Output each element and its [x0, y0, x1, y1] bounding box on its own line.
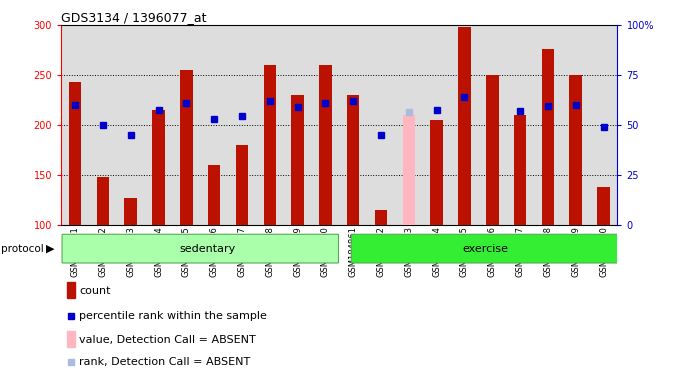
Bar — [478, 25, 506, 225]
Text: exercise: exercise — [462, 243, 509, 254]
Bar — [458, 27, 471, 225]
Text: GDS3134 / 1396077_at: GDS3134 / 1396077_at — [61, 11, 207, 24]
Bar — [367, 25, 395, 225]
Bar — [534, 25, 562, 225]
Bar — [173, 25, 200, 225]
Bar — [124, 198, 137, 225]
Bar — [403, 115, 415, 225]
Bar — [291, 95, 304, 225]
Bar — [590, 25, 617, 225]
Bar — [256, 25, 284, 225]
Bar — [97, 177, 109, 225]
Bar — [145, 25, 173, 225]
Bar — [339, 25, 367, 225]
Bar — [395, 25, 423, 225]
Bar — [311, 25, 339, 225]
Text: percentile rank within the sample: percentile rank within the sample — [79, 311, 267, 321]
Text: count: count — [79, 286, 110, 296]
Bar — [542, 49, 554, 225]
FancyBboxPatch shape — [352, 234, 618, 263]
Bar — [89, 25, 117, 225]
Bar — [264, 65, 276, 225]
Bar — [236, 145, 248, 225]
Text: value, Detection Call = ABSENT: value, Detection Call = ABSENT — [79, 334, 256, 344]
FancyBboxPatch shape — [62, 234, 339, 263]
Bar — [597, 187, 610, 225]
Bar — [506, 25, 534, 225]
Bar — [69, 82, 82, 225]
Bar — [152, 110, 165, 225]
Bar — [117, 25, 145, 225]
Bar — [430, 120, 443, 225]
Bar — [61, 25, 89, 225]
Bar — [347, 95, 360, 225]
Bar — [208, 165, 220, 225]
Bar — [180, 70, 192, 225]
Bar — [284, 25, 311, 225]
Bar — [228, 25, 256, 225]
Bar — [67, 281, 75, 298]
Text: rank, Detection Call = ABSENT: rank, Detection Call = ABSENT — [79, 358, 250, 367]
Bar — [562, 25, 590, 225]
Bar — [67, 331, 75, 346]
Bar — [486, 75, 498, 225]
Text: protocol: protocol — [1, 243, 44, 254]
Bar — [200, 25, 228, 225]
Bar — [375, 210, 388, 225]
Bar — [423, 25, 451, 225]
Bar — [514, 115, 526, 225]
Bar — [451, 25, 479, 225]
Text: ▶: ▶ — [46, 243, 54, 254]
Bar — [569, 75, 582, 225]
Text: sedentary: sedentary — [179, 243, 235, 254]
Bar — [319, 65, 332, 225]
